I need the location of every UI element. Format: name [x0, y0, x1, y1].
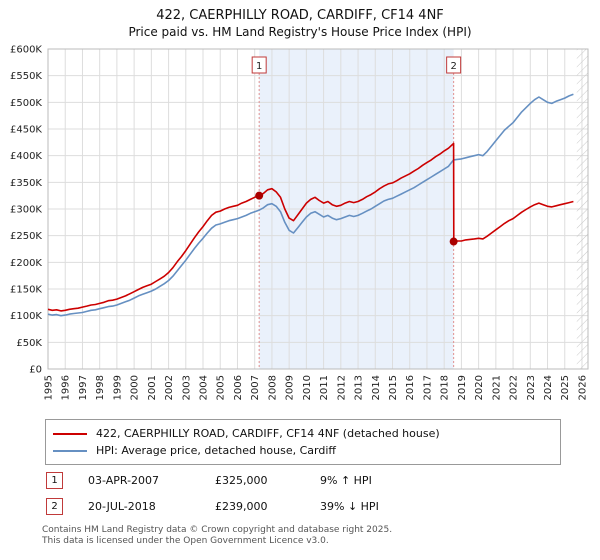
x-tick-label: 2026 — [577, 375, 588, 400]
sale-1-flag — [251, 56, 267, 74]
y-tick-label: £0 — [29, 365, 42, 376]
y-tick-label: £150K — [10, 285, 42, 296]
x-tick-label: 2024 — [543, 375, 554, 400]
y-tick-label: £250K — [10, 231, 42, 242]
x-tick-label: 2001 — [147, 375, 158, 400]
y-tick-label: £600K — [10, 45, 42, 56]
price-history-chart[interactable]: 1 2 £0 £50K £100K £150K £200K £250K £300K £350K £4… — [0, 41, 600, 413]
y-tick-label: £500K — [10, 98, 42, 109]
sale-2-flag-number: 2 — [450, 61, 456, 72]
sale-1-marker — [255, 191, 264, 200]
property-price-line — [47, 142, 574, 312]
sale-1-badge: 1 — [46, 472, 63, 489]
y-tick-label: £400K — [10, 151, 42, 162]
x-tick-label: 2013 — [354, 375, 365, 400]
x-tick-label: 2020 — [474, 375, 485, 400]
x-tick-label: 2003 — [181, 375, 192, 400]
x-tick-label: 1996 — [61, 375, 72, 400]
x-tick-label: 2007 — [250, 375, 261, 400]
x-tick-label: 2009 — [285, 375, 296, 400]
x-tick-label: 2014 — [371, 375, 382, 400]
x-tick-label: 2017 — [422, 375, 433, 400]
x-tick-label: 1999 — [112, 375, 123, 400]
title-block: 422, CAERPHILLY ROAD, CARDIFF, CF14 4NF … — [0, 0, 600, 41]
license-footer: Contains HM Land Registry data © Crown c… — [42, 525, 600, 547]
x-tick-label: 2022 — [509, 375, 520, 400]
x-tick-label: 2019 — [457, 375, 468, 400]
x-tick-label: 2006 — [233, 375, 244, 400]
legend-label-property: 422, CAERPHILLY ROAD, CARDIFF, CF14 4NF … — [96, 427, 440, 440]
sale-2-flag — [446, 56, 462, 74]
x-tick-label: 1998 — [95, 375, 106, 400]
y-tick-label: £550K — [10, 71, 42, 82]
x-tick-label: 2011 — [319, 375, 330, 400]
sale-2-date: 20-JUL-2018 — [88, 500, 156, 513]
x-tick-label: 2021 — [491, 375, 502, 400]
x-tick-label: 2004 — [199, 375, 210, 400]
x-tick-label: 2025 — [560, 375, 571, 400]
y-tick-label: £450K — [10, 125, 42, 136]
page-title: 422, CAERPHILLY ROAD, CARDIFF, CF14 4NF — [156, 8, 444, 23]
y-tick-label: £200K — [10, 258, 42, 269]
blue-line-sample — [53, 449, 87, 452]
x-tick-label: 2015 — [388, 375, 399, 400]
x-tick-label: 2016 — [405, 375, 416, 400]
x-tick-label: 2008 — [267, 375, 278, 400]
sale-1-hpi-change: 9% ↑ HPI — [320, 474, 372, 487]
future-hatch-region — [576, 49, 588, 369]
sale-1-price: £325,000 — [215, 474, 268, 487]
x-tick-label: 1997 — [78, 375, 89, 400]
footer-line-1: Contains HM Land Registry data © Crown c… — [42, 525, 393, 535]
legend-label-hpi: HPI: Average price, detached house, Card… — [96, 444, 336, 457]
hpi-line — [47, 93, 574, 317]
footer-line-2: This data is licensed under the Open Gov… — [42, 536, 329, 546]
sale-2-marker — [449, 237, 458, 246]
red-line-sample — [53, 432, 87, 435]
legend-item-property: 422, CAERPHILLY ROAD, CARDIFF, CF14 4NF … — [53, 425, 553, 442]
legend-item-hpi: HPI: Average price, detached house, Card… — [53, 442, 553, 459]
sale-annotation-1: 1 03-APR-2007 £325,000 9% ↑ HPI — [46, 472, 600, 489]
y-tick-label: £50K — [16, 338, 42, 349]
x-tick-label: 2023 — [526, 375, 537, 400]
x-tick-label: 2000 — [130, 375, 141, 400]
x-tick-label: 2005 — [216, 375, 227, 400]
page-subtitle: Price paid vs. HM Land Registry's House … — [128, 25, 472, 39]
sale-1-flag-number: 1 — [256, 61, 262, 72]
x-tick-label: 2010 — [302, 375, 313, 400]
y-tick-label: £350K — [10, 178, 42, 189]
x-tick-label: 2002 — [164, 375, 175, 400]
x-tick-label: 1995 — [44, 375, 55, 400]
y-tick-label: £300K — [10, 205, 42, 216]
y-tick-label: £100K — [10, 311, 42, 322]
sale-2-badge: 2 — [46, 498, 63, 515]
sale-1-date: 03-APR-2007 — [88, 474, 160, 487]
sale-annotation-2: 2 20-JUL-2018 £239,000 39% ↓ HPI — [46, 498, 600, 515]
sale-2-price: £239,000 — [215, 500, 268, 513]
x-tick-label: 2018 — [440, 375, 451, 400]
sale-2-hpi-change: 39% ↓ HPI — [320, 500, 379, 513]
sale-annotations: 1 03-APR-2007 £325,000 9% ↑ HPI 2 20-JUL… — [0, 472, 600, 515]
x-tick-label: 2012 — [336, 375, 347, 400]
chart-legend: 422, CAERPHILLY ROAD, CARDIFF, CF14 4NF … — [45, 419, 561, 465]
